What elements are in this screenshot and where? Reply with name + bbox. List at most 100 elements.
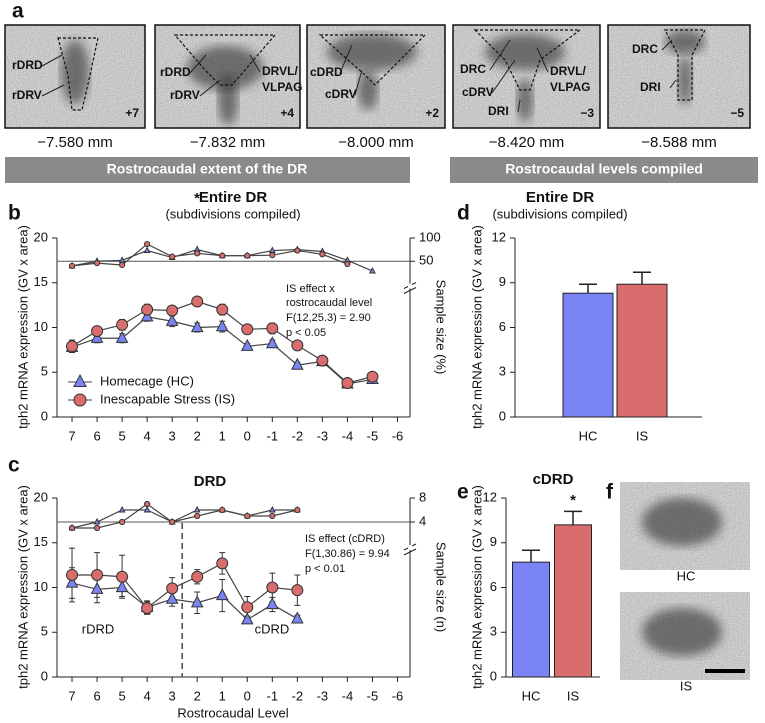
data-point bbox=[165, 591, 179, 604]
data-point bbox=[216, 303, 229, 316]
axis-break-gap bbox=[408, 283, 412, 289]
data-point bbox=[194, 250, 201, 257]
scale-bar bbox=[705, 669, 745, 673]
level-label: −5 bbox=[730, 106, 744, 120]
depth-label: −8.420 mm bbox=[489, 134, 564, 151]
x-tick-label: 3 bbox=[169, 428, 176, 443]
y-tick-label: 20 bbox=[34, 229, 48, 244]
data-point bbox=[144, 500, 151, 508]
data-point bbox=[269, 252, 276, 259]
data-point bbox=[140, 309, 154, 322]
banner-bg bbox=[450, 157, 758, 183]
data-point bbox=[144, 240, 151, 248]
region-label: DRC bbox=[632, 42, 658, 56]
subregion-outline bbox=[473, 29, 582, 91]
region-label: cDRD bbox=[255, 621, 290, 636]
x-tick-label: -5 bbox=[367, 428, 379, 443]
annotation: * bbox=[570, 492, 576, 509]
x-tick-label: 0 bbox=[244, 688, 251, 703]
data-point bbox=[265, 597, 279, 610]
micrograph-label: IS bbox=[680, 678, 693, 693]
chart-title: DRD bbox=[194, 473, 227, 490]
y-tick-label: 15 bbox=[34, 534, 48, 549]
micrograph-frame bbox=[306, 24, 446, 129]
y2-tick-label: 50 bbox=[419, 253, 433, 268]
y-tick-label: 5 bbox=[41, 364, 48, 379]
chart-subtitle: (subdivisions compiled) bbox=[165, 206, 300, 221]
data-point bbox=[68, 524, 76, 532]
x-tick-label: -1 bbox=[267, 688, 279, 703]
x-tick-label: -3 bbox=[317, 688, 329, 703]
x-tick-label: 4 bbox=[144, 428, 151, 443]
x-tick-label: 6 bbox=[93, 688, 100, 703]
level-label: +2 bbox=[425, 106, 439, 120]
leader-line bbox=[489, 39, 511, 71]
depth-label: −8.588 mm bbox=[641, 134, 716, 151]
y-axis-label: tph2 mRNA expression (GV x area) bbox=[15, 225, 30, 429]
level-label: +4 bbox=[280, 106, 294, 120]
x-tick-label: IS bbox=[636, 428, 649, 443]
data-point bbox=[90, 330, 104, 343]
data-point bbox=[143, 246, 151, 254]
y-axis-label: tph2 mRNA expression (GV x area) bbox=[469, 225, 484, 429]
data-point bbox=[194, 512, 201, 520]
data-point bbox=[269, 512, 276, 520]
y-tick-label: 3 bbox=[499, 364, 506, 379]
region-label: cDRD bbox=[310, 65, 343, 79]
data-point bbox=[66, 340, 79, 353]
chart-title: Entire DR bbox=[199, 189, 268, 206]
series-line bbox=[71, 243, 348, 267]
data-point bbox=[244, 512, 251, 520]
legend-label: Homecage (HC) bbox=[100, 373, 194, 388]
bar bbox=[562, 292, 614, 418]
data-point bbox=[118, 261, 126, 269]
y-tick-label: 15 bbox=[34, 274, 48, 289]
y2-tick-label: 8 bbox=[419, 489, 426, 504]
depth-label: −8.000 mm bbox=[338, 134, 413, 151]
stained-region bbox=[61, 40, 89, 104]
annotation: F(1,30.86) = 9.94 bbox=[305, 548, 390, 560]
y-tick-label: 0 bbox=[41, 408, 48, 423]
x-tick-label: IS bbox=[567, 688, 580, 703]
data-point bbox=[68, 262, 76, 269]
x-tick-label: 2 bbox=[194, 688, 201, 703]
data-point bbox=[344, 260, 351, 268]
depth-label: −7.580 mm bbox=[37, 134, 112, 151]
leader-line bbox=[189, 54, 207, 74]
data-point bbox=[291, 339, 304, 352]
data-point bbox=[165, 313, 179, 326]
x-tick-label: 0 bbox=[244, 428, 251, 443]
x-tick-label: -5 bbox=[367, 688, 379, 703]
leader-line bbox=[536, 47, 549, 73]
x-axis-label: Rostrocaudal Level bbox=[177, 705, 288, 720]
data-point bbox=[240, 338, 254, 351]
data-point bbox=[65, 575, 79, 588]
x-tick-label: HC bbox=[579, 428, 598, 443]
y-tick-label: 10 bbox=[34, 579, 48, 594]
data-point bbox=[141, 602, 154, 615]
data-point bbox=[268, 246, 276, 254]
leader-line bbox=[661, 39, 673, 51]
error-bar bbox=[564, 510, 582, 525]
x-tick-label: 1 bbox=[219, 428, 226, 443]
chart-title: cDRD bbox=[533, 471, 574, 488]
x-tick-label: 5 bbox=[118, 428, 125, 443]
data-point bbox=[118, 505, 126, 513]
leader-line bbox=[249, 54, 261, 73]
axis-break-gap bbox=[408, 545, 412, 550]
data-point bbox=[219, 506, 226, 514]
data-point bbox=[166, 304, 179, 317]
x-tick-label: -2 bbox=[292, 688, 304, 703]
panel-label: e bbox=[457, 481, 469, 504]
data-point bbox=[219, 252, 226, 259]
data-point bbox=[116, 318, 129, 331]
data-point bbox=[143, 505, 151, 513]
y2-tick-label: 100 bbox=[419, 229, 441, 244]
subregion-outline bbox=[173, 34, 277, 86]
region-label: DRVL/ bbox=[550, 64, 586, 78]
data-point bbox=[93, 260, 101, 267]
data-point bbox=[291, 611, 304, 624]
chart-title: Entire DR bbox=[526, 189, 595, 206]
annotation: IS effect (cDRD) bbox=[305, 533, 385, 545]
